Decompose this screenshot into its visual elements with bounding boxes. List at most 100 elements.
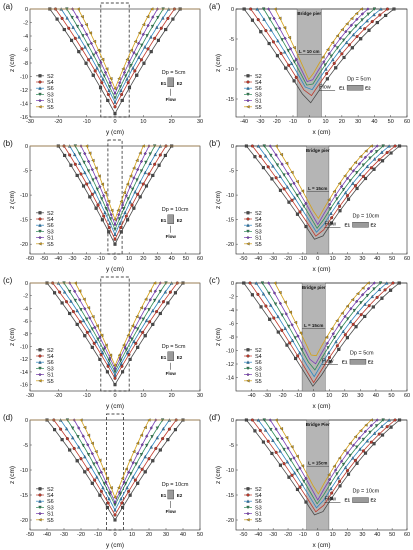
x-tick-label: -40 — [240, 119, 248, 125]
y-axis-label: z (cm) — [215, 466, 222, 484]
data-point-S5 — [113, 363, 117, 368]
data-point-S2 — [384, 13, 388, 18]
data-point-S4 — [367, 304, 371, 308]
legend-marker-S2 — [38, 211, 42, 215]
legend-label-S2: S2 — [255, 487, 262, 493]
data-point-S4 — [353, 458, 358, 462]
data-point-S5 — [116, 208, 120, 213]
data-point-S3 — [108, 217, 113, 221]
data-point-S1 — [81, 434, 85, 438]
data-point-S3 — [302, 479, 306, 484]
data-point-S5 — [353, 435, 358, 439]
x-tick-label: -30 — [269, 532, 277, 538]
data-point-S5 — [78, 289, 82, 293]
data-point-S5 — [113, 217, 117, 222]
data-point-S6 — [293, 196, 297, 200]
pier-diameter-label: Dp = 10cm — [162, 482, 189, 488]
x-tick-label: -40 — [254, 532, 262, 538]
data-point-S1 — [139, 159, 144, 164]
data-point-S3 — [355, 171, 359, 175]
data-point-S6 — [153, 152, 157, 157]
data-point-S1 — [118, 356, 122, 360]
y-tick-label: -20 — [20, 518, 28, 524]
data-point-S6 — [372, 12, 376, 17]
data-point-S1 — [375, 418, 379, 422]
data-point-S1 — [78, 298, 82, 302]
pier-diameter-label: Dp = 5cm — [162, 344, 186, 350]
data-point-S6 — [81, 318, 86, 323]
legend-marker-S6 — [246, 86, 250, 90]
y-tick-label: -10 — [20, 193, 28, 199]
data-point-S4 — [153, 36, 157, 40]
data-point-S3 — [86, 43, 90, 48]
data-point-S1 — [272, 291, 277, 295]
data-point-S6 — [351, 456, 355, 460]
data-point-S4 — [120, 364, 124, 368]
data-point-S6 — [343, 190, 348, 195]
data-point-S3 — [130, 337, 134, 342]
data-point-S1 — [284, 312, 288, 316]
data-point-S5 — [137, 31, 142, 35]
e2-label: E2 — [370, 222, 376, 227]
data-point-S4 — [78, 320, 82, 324]
data-point-S5 — [84, 22, 88, 27]
data-point-S4 — [99, 489, 103, 493]
legend-marker-S6 — [38, 86, 42, 90]
data-point-S3 — [86, 453, 91, 457]
data-point-S2 — [75, 173, 79, 178]
data-point-S5 — [138, 151, 142, 155]
legend-marker-S3 — [38, 505, 42, 510]
data-point-S2 — [253, 429, 257, 433]
data-point-S1 — [124, 194, 128, 198]
data-point-S2 — [278, 463, 282, 467]
data-point-S2 — [345, 336, 349, 340]
data-point-S3 — [372, 287, 376, 291]
data-point-S6 — [334, 339, 338, 344]
legend-marker-S1 — [246, 372, 250, 377]
data-point-S2 — [173, 291, 177, 295]
legend-marker-S1 — [246, 235, 250, 240]
panel-label: (c') — [209, 276, 220, 285]
legend-label-S4: S4 — [255, 80, 262, 86]
data-point-S3 — [135, 178, 139, 182]
data-point-S1 — [120, 203, 125, 207]
data-point-S5 — [274, 418, 278, 422]
data-point-S3 — [108, 85, 112, 89]
data-point-S2 — [90, 481, 94, 485]
x-axis-label: y (cm) — [106, 129, 124, 136]
data-point-S1 — [99, 60, 103, 65]
x-tick-label: -20 — [77, 532, 85, 538]
pier-diameter-label: Dp = 10cm — [162, 207, 189, 213]
data-point-S5 — [117, 486, 121, 490]
data-point-S1 — [296, 334, 300, 338]
data-point-S5 — [295, 454, 299, 458]
data-point-S6 — [298, 351, 302, 355]
data-point-S1 — [122, 70, 127, 75]
y-tick-label: -16 — [20, 115, 28, 121]
y-tick-label: -2 — [23, 21, 28, 27]
data-point-S6 — [377, 287, 382, 291]
data-point-S1 — [334, 468, 338, 472]
legend-marker-S1 — [38, 98, 42, 103]
data-point-S6 — [131, 66, 135, 70]
data-point-S4 — [375, 295, 379, 299]
legend-label-S5: S5 — [47, 105, 54, 111]
data-point-S6 — [300, 482, 304, 486]
data-point-S1 — [357, 162, 362, 166]
y-tick-label: -15 — [20, 493, 28, 499]
data-point-S5 — [295, 179, 299, 184]
data-point-S1 — [333, 44, 337, 48]
data-point-S4 — [290, 473, 294, 477]
data-point-S2 — [70, 38, 74, 42]
data-point-S3 — [374, 150, 379, 154]
x-tick-label: 0 — [113, 393, 116, 399]
data-point-S2 — [113, 242, 117, 246]
x-tick-label: -50 — [40, 256, 48, 262]
data-point-S5 — [361, 286, 365, 290]
panel-label: (b) — [3, 139, 13, 148]
data-point-S4 — [258, 428, 262, 433]
data-point-S1 — [322, 60, 326, 64]
x-tick-label: -20 — [273, 119, 281, 125]
data-point-S4 — [64, 300, 69, 304]
